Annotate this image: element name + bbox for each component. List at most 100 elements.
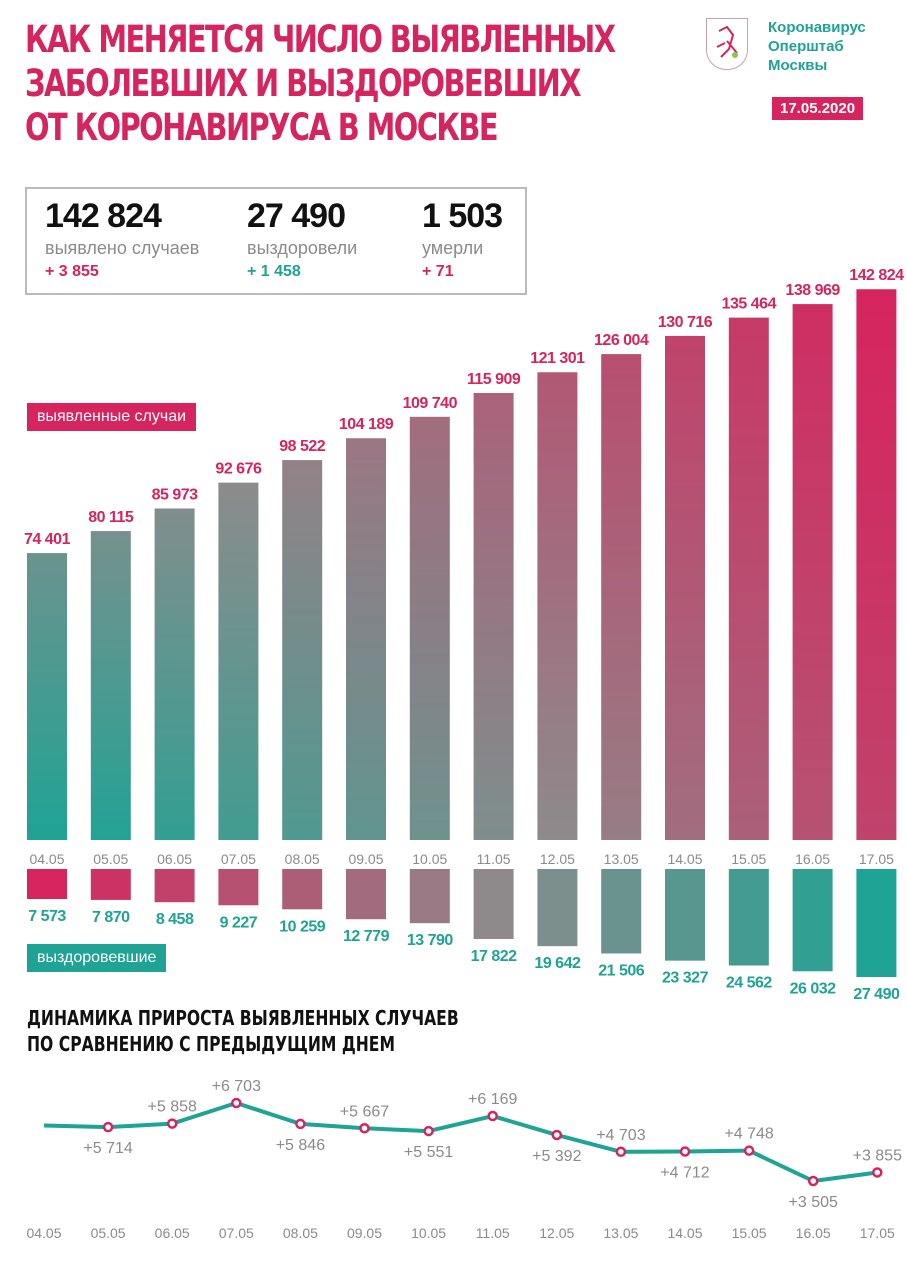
stat-value: 1 503 — [422, 197, 503, 235]
line-chart-title: ДИНАМИКА ПРИРОСТА ВЫЯВЛЕННЫХ СЛУЧАЕВ ПО … — [27, 1005, 459, 1057]
org-line: Москвы — [768, 57, 828, 74]
cases-bar-label: 138 969 — [785, 282, 840, 299]
line-date-tick: 04.05 — [26, 1225, 61, 1241]
recovered-bar-label: 19 642 — [534, 955, 581, 972]
cases-bar-label: 135 464 — [722, 296, 777, 313]
cases-bar-label: 115 909 — [467, 371, 521, 388]
line-date-tick: 12.05 — [539, 1225, 574, 1241]
stat-recovered: 27 490 выздоровели + 1 458 — [247, 197, 357, 281]
title-line: КАК МЕНЯЕТСЯ ЧИСЛО ВЫЯВЛЕННЫХ — [25, 18, 616, 61]
line-date-tick: 06.05 — [155, 1225, 190, 1241]
cases-bar-label: 92 676 — [215, 461, 262, 478]
growth-label: +5 846 — [276, 1137, 325, 1154]
recovered-bar — [409, 869, 450, 924]
date-tick-label: 07.05 — [221, 851, 256, 867]
growth-label: +5 551 — [404, 1144, 453, 1161]
cases-bar — [728, 317, 769, 841]
recovered-bar-label: 10 259 — [279, 918, 326, 935]
date-tick-label: 10.05 — [412, 851, 447, 867]
growth-point — [679, 1146, 691, 1157]
date-tick-label: 08.05 — [285, 851, 320, 867]
recovered-bar — [154, 869, 195, 903]
summary-box: 142 824 выявлено случаев + 3 855 27 490 … — [25, 187, 527, 295]
line-date-tick: 07.05 — [219, 1225, 254, 1241]
cases-bar-label: 121 301 — [530, 350, 585, 367]
date-tick-label: 16.05 — [795, 851, 830, 867]
line-date-tick: 08.05 — [283, 1225, 318, 1241]
recovered-bar — [218, 869, 259, 906]
cases-bar — [856, 289, 897, 840]
growth-label: +4 712 — [660, 1165, 709, 1182]
date-tick-label: 13.05 — [604, 851, 639, 867]
cases-bar-label: 142 824 — [849, 267, 904, 284]
title-line: ОТ КОРОНАВИРУСА В МОСКВЕ — [25, 106, 499, 149]
stat-label: умерли — [422, 238, 484, 258]
stat-delta: + 71 — [422, 263, 454, 280]
org-line: Оперштаб — [768, 38, 844, 55]
subtitle-line: ПО СРАВНЕНИЮ С ПРЕДЫДУЩИМ ДНЕМ — [27, 1032, 395, 1056]
date-tick-label: 14.05 — [667, 851, 702, 867]
cases-bar-label: 104 189 — [339, 416, 394, 433]
recovered-bar — [601, 869, 642, 954]
growth-point — [487, 1110, 498, 1122]
growth-label: +5 858 — [148, 1099, 197, 1116]
growth-label: +6 169 — [468, 1091, 517, 1108]
date-tick-label: 11.05 — [477, 851, 511, 867]
moscow-coat-of-arms-icon — [706, 18, 748, 70]
recovered-bar-label: 24 562 — [726, 974, 773, 991]
growth-point — [295, 1118, 306, 1130]
recovered-bar-label: 7 573 — [28, 908, 66, 925]
recovered-bar — [792, 869, 833, 972]
growth-label: +6 703 — [212, 1078, 261, 1095]
cases-bar — [90, 531, 131, 840]
recovered-bar — [728, 869, 769, 966]
growth-point — [807, 1175, 819, 1187]
growth-line — [43, 1101, 878, 1183]
line-date-tick: 16.05 — [796, 1225, 831, 1241]
stat-cases: 142 824 выявлено случаев + 3 855 — [45, 197, 199, 281]
growth-point — [615, 1146, 627, 1158]
growth-label: +4 748 — [724, 1126, 773, 1143]
recovered-bar-label: 21 506 — [598, 962, 645, 979]
growth-point — [166, 1118, 178, 1129]
cases-bar — [346, 438, 386, 840]
recovered-bar — [473, 869, 514, 940]
growth-label: +5 714 — [83, 1140, 132, 1157]
growth-point — [872, 1167, 883, 1178]
growth-point — [551, 1129, 563, 1141]
growth-point — [423, 1125, 434, 1137]
line-date-tick: 13.05 — [603, 1225, 638, 1241]
stat-label: выздоровели — [247, 238, 358, 258]
date-tick-label: 05.05 — [93, 851, 128, 867]
growth-label: +3 505 — [789, 1194, 838, 1211]
growth-label: +3 855 — [853, 1147, 902, 1164]
recovered-bar — [346, 869, 386, 920]
line-date-tick: 09.05 — [347, 1225, 382, 1241]
cases-bar — [792, 304, 833, 840]
stat-value: 142 824 — [45, 197, 162, 235]
recovered-bar-label: 8 458 — [156, 911, 194, 928]
cases-bar-label: 98 522 — [279, 438, 326, 455]
recovered-bar — [856, 869, 897, 977]
growth-point — [743, 1145, 755, 1156]
growth-label: +4 703 — [596, 1127, 645, 1144]
recovered-bar-label: 12 779 — [343, 928, 390, 945]
stat-deaths: 1 503 умерли + 71 — [422, 197, 503, 281]
legend-recovered: выздоровевшие — [27, 944, 167, 972]
date-tick-label: 09.05 — [348, 851, 383, 867]
stat-delta: + 1 458 — [247, 263, 301, 280]
title-line: ЗАБОЛЕВШИХ И ВЫЗДОРОВЕВШИХ — [25, 62, 581, 105]
stat-label: выявлено случаев — [45, 238, 200, 258]
line-date-tick: 11.05 — [476, 1225, 510, 1241]
page-title: КАК МЕНЯЕТСЯ ЧИСЛО ВЫЯВЛЕННЫХ ЗАБОЛЕВШИХ… — [25, 18, 665, 150]
recovered-bar-label: 13 790 — [407, 932, 454, 949]
date-tick-label: 12.05 — [540, 851, 575, 867]
cases-bar — [601, 354, 642, 840]
cases-bar-label: 85 973 — [152, 486, 199, 503]
recovered-bar — [27, 869, 67, 899]
recovered-bar — [90, 869, 131, 900]
recovered-bar-label: 26 032 — [790, 980, 837, 997]
recovered-bar-label: 7 870 — [92, 909, 130, 926]
cases-bar-label: 74 401 — [24, 531, 71, 548]
